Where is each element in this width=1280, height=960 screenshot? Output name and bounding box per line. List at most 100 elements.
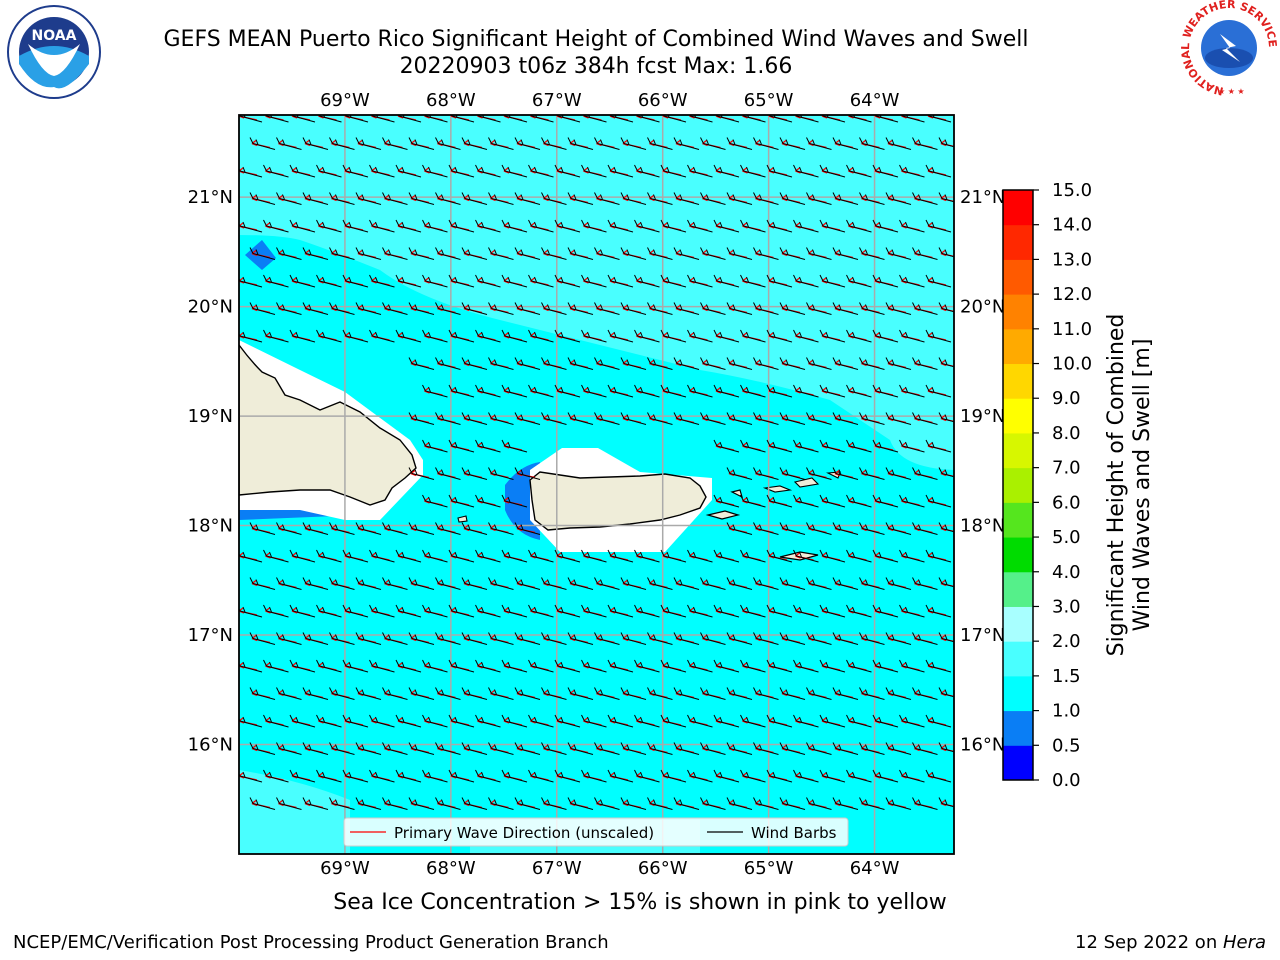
- wind-barb-592: [501, 769, 528, 783]
- wind-barb-578: [859, 742, 885, 755]
- wind-barb-50: [832, 137, 859, 150]
- wind-barb-143: [435, 247, 461, 260]
- wind-barb-412: [753, 577, 779, 590]
- colorbar-frame: [1002, 189, 1034, 781]
- wind-barb-604: [819, 769, 846, 783]
- wind-barb-535: [422, 714, 448, 728]
- wind-barb-347: [276, 522, 302, 535]
- colorbar-segment-1: [1003, 710, 1033, 746]
- wind-barb-509: [461, 687, 488, 700]
- wind-barb-65: [501, 164, 528, 178]
- wind-barb-330: [885, 467, 912, 480]
- wind-barb-71: [660, 164, 687, 178]
- wind-barb-96: [620, 192, 647, 205]
- colorbar-segment-15: [1003, 224, 1033, 260]
- wind-barb-389: [846, 549, 872, 563]
- wind-barb-46: [726, 137, 753, 150]
- lon-label-top-2: 67°W: [532, 90, 582, 111]
- wind-barb-408: [647, 577, 673, 590]
- wind-barb-323: [514, 467, 541, 480]
- wind-barb-59: [342, 164, 369, 178]
- wind-barb-552: [872, 714, 899, 728]
- footer-date: 12 Sep 2022 on Hera: [1075, 932, 1266, 953]
- wind-barb-45: [700, 137, 726, 150]
- colorbar-segment-0: [1003, 745, 1033, 781]
- wind-barb-581: [938, 742, 954, 753]
- wind-barb-28: [249, 137, 276, 150]
- wind-barb-198: [461, 302, 488, 315]
- wind-barb-136: [249, 247, 276, 260]
- wind-barb-207: [700, 302, 726, 315]
- wind-barb-265: [422, 384, 448, 398]
- wind-barb-397: [355, 577, 382, 590]
- wind-barb-353: [435, 522, 461, 535]
- wind-barb-380: [607, 549, 634, 563]
- wind-barb-405: [567, 577, 594, 590]
- wind-barb-272: [607, 384, 634, 398]
- wind-barb-369: [316, 549, 342, 563]
- wind-barb-487: [581, 659, 607, 673]
- wind-barb-37: [488, 137, 514, 150]
- wind-barb-591: [475, 769, 501, 783]
- wind-barb-164: [263, 274, 289, 288]
- wind-barb-104: [832, 192, 859, 205]
- colorbar-tick-label-3: 1.5: [1052, 666, 1081, 687]
- wind-barb-243: [925, 329, 952, 343]
- wind-barb-462: [647, 632, 673, 645]
- wind-barb-8: [424, 115, 448, 123]
- noaa-logo-text: NOAA: [32, 28, 77, 44]
- wind-barb-138: [302, 247, 329, 260]
- wind-barb-290: [541, 412, 567, 425]
- wind-barb-12: [530, 115, 554, 123]
- wind-barb-441: [793, 604, 819, 618]
- wind-barb-67: [554, 164, 581, 178]
- wind-barb-404: [541, 577, 567, 590]
- wind-barb-267: [475, 384, 501, 398]
- wind-barb-10: [477, 115, 501, 123]
- wind-barb-195: [382, 302, 408, 315]
- wind-barb-618: [488, 797, 514, 810]
- wind-barb-112: [316, 219, 342, 233]
- wind-barb-32: [355, 137, 382, 150]
- colorbar-tick-label-14: 12.0: [1052, 284, 1092, 305]
- wind-barb-311: [740, 439, 766, 453]
- wind-barb-494: [766, 659, 793, 673]
- wind-barb-213: [859, 302, 885, 315]
- wind-barb-119: [501, 219, 528, 233]
- wind-barb-383: [687, 549, 713, 563]
- wind-barb-435: [634, 604, 660, 618]
- wind-barb-452: [382, 632, 408, 645]
- wind-barb-393: [249, 577, 276, 590]
- wind-barb-76: [793, 164, 819, 178]
- lat-label-left-0: 21°N: [188, 187, 233, 208]
- wind-barb-562: [435, 742, 461, 755]
- wind-barb-634: [912, 797, 938, 810]
- lat-label-right-3: 18°N: [960, 516, 1005, 537]
- wind-barb-429: [475, 604, 501, 618]
- wind-barb-520: [753, 687, 779, 700]
- wind-barb-135: [925, 219, 952, 233]
- wind-barb-249: [541, 357, 567, 370]
- wind-barb-247: [488, 357, 514, 370]
- wind-barb-451: [355, 632, 382, 645]
- wind-barb-544: [660, 714, 687, 728]
- wind-barb-219: [289, 329, 316, 343]
- wind-barb-401: [461, 577, 488, 590]
- wind-barb-266: [448, 384, 475, 398]
- wind-barb-282: [872, 384, 899, 398]
- wind-barb-183: [766, 274, 793, 288]
- sea-ice-note: Sea Ice Concentration > 15% is shown in …: [333, 890, 947, 915]
- wind-barb-58: [316, 164, 342, 178]
- wind-barb-315: [846, 439, 872, 453]
- wind-barb-490: [660, 659, 687, 673]
- wind-barb-601: [740, 769, 766, 783]
- wind-barb-410: [700, 577, 726, 590]
- wind-barb-413: [779, 577, 806, 590]
- wind-barb-570: [647, 742, 673, 755]
- wind-barb-332: [938, 467, 954, 478]
- wind-barb-331: [912, 467, 938, 480]
- wind-barb-523: [832, 687, 859, 700]
- wind-barb-399: [408, 577, 435, 590]
- wind-barb-373: [422, 549, 448, 563]
- wind-barb-557: [302, 742, 329, 755]
